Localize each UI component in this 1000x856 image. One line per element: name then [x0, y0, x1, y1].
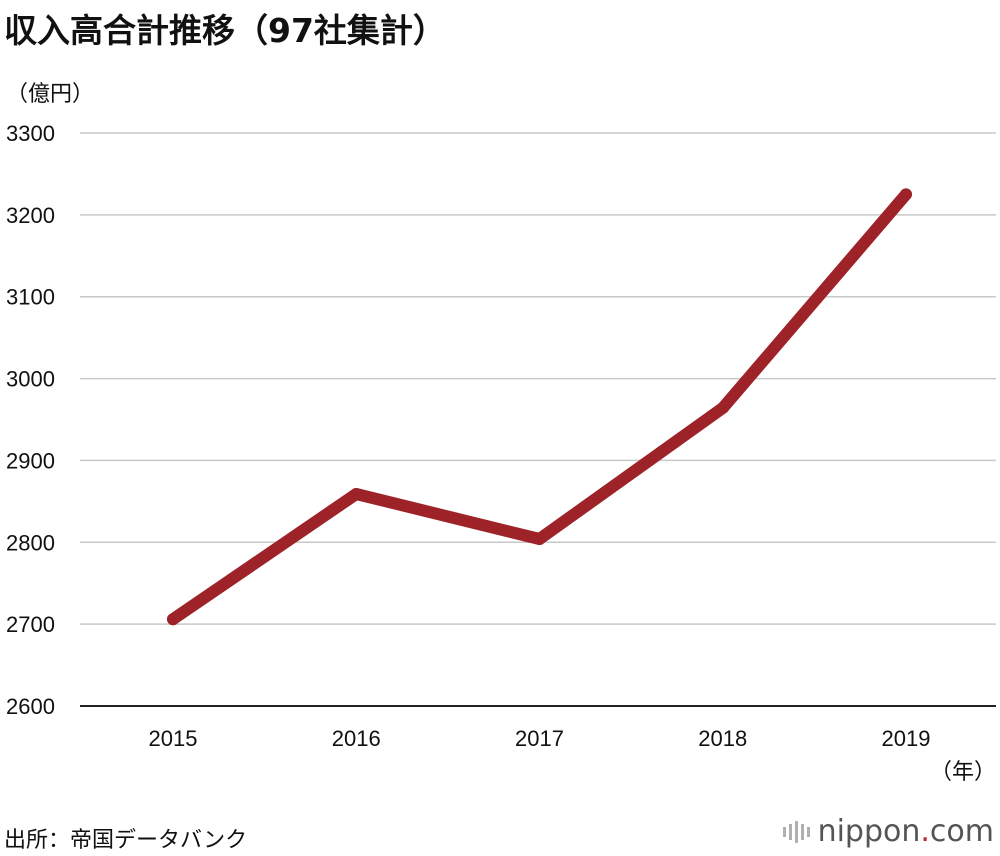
y-tick-label: 3200 — [6, 203, 55, 228]
data-point — [533, 533, 546, 546]
y-tick-label: 3100 — [6, 285, 55, 310]
x-axis-unit-label: （年） — [929, 760, 996, 785]
data-point — [350, 487, 363, 500]
source-note: 出所：帝国データバンク — [4, 828, 248, 853]
y-tick-label: 3000 — [6, 367, 55, 392]
y-tick-label: 2900 — [6, 448, 55, 473]
x-tick-label: 2018 — [698, 726, 747, 751]
x-tick-label: 2019 — [882, 726, 931, 751]
brand-logo: nippon.com — [782, 814, 994, 849]
x-tick-label: 2016 — [332, 726, 381, 751]
y-tick-label: 2800 — [6, 530, 55, 555]
bars-icon — [782, 820, 810, 843]
data-point — [167, 613, 179, 626]
y-tick-label: 2600 — [6, 694, 55, 719]
x-tick-label: 2015 — [149, 726, 198, 751]
x-axis-ticks: 2015 2016 2017 2018 2019 — [149, 726, 931, 751]
chart-title: 収入高合計推移（97社集計） — [4, 11, 446, 50]
series-layer — [167, 188, 912, 626]
brand-dot: . — [920, 814, 930, 849]
data-point — [716, 402, 729, 415]
grid-lines — [80, 132, 996, 707]
y-axis-unit-label: （億円） — [6, 82, 95, 107]
x-tick-label: 2017 — [515, 726, 564, 751]
data-point — [900, 188, 912, 201]
series-line — [167, 188, 912, 626]
brand-suffix: com — [929, 814, 994, 849]
brand-name: nippon — [817, 814, 921, 849]
y-tick-label: 3300 — [6, 121, 55, 146]
y-tick-label: 2700 — [6, 612, 55, 637]
y-axis-ticks: 2600 2700 2800 2900 3000 3100 3200 3300 — [6, 121, 55, 719]
